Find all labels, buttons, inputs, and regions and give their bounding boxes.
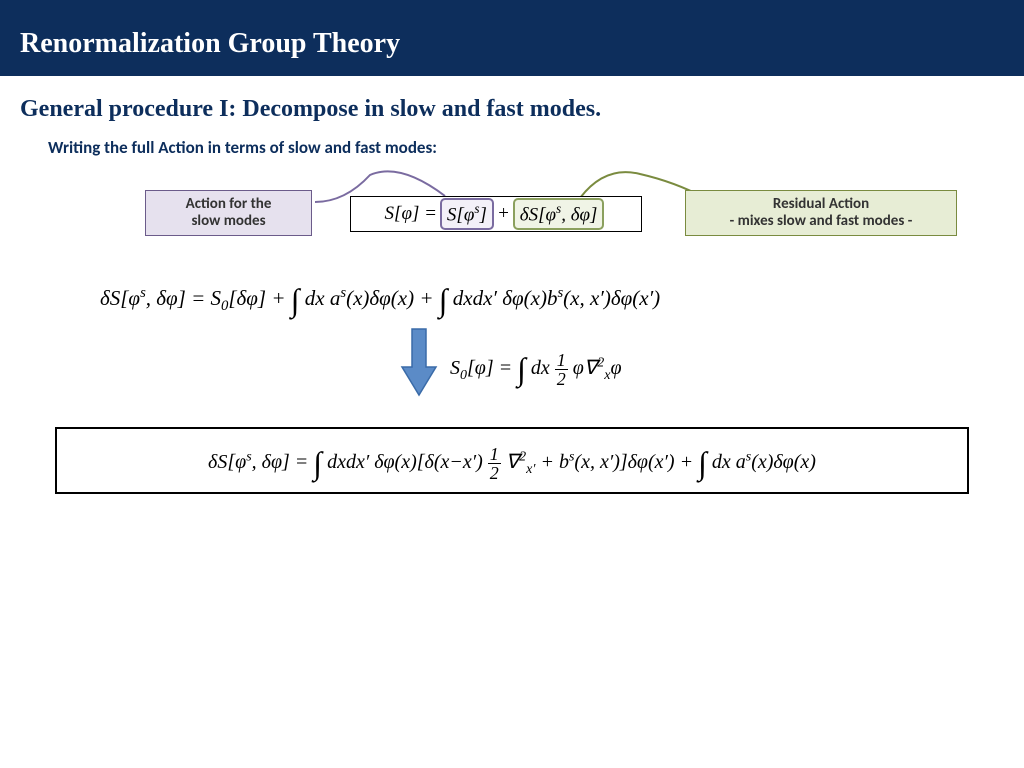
eq-lhs: S[φ] = xyxy=(385,203,437,225)
box-slow-action: Action for the slow modes xyxy=(145,190,312,236)
slide-title: Renormalization Group Theory xyxy=(20,28,400,59)
equation-expanded: δS[φs, δφ] = S0[δφ] + ∫ dx as(x)δφ(x) + … xyxy=(60,276,964,315)
equation-final-boxed: δS[φs, δφ] = ∫ dxdx′ δφ(x)[δ(x−x′) 12 ∇2… xyxy=(55,427,969,494)
slide-header: Renormalization Group Theory xyxy=(0,0,1024,76)
eq-residual-term: δS[φs, δφ] xyxy=(513,198,605,229)
eq-plus: + xyxy=(497,203,510,225)
box-residual-line1: Residual Action xyxy=(686,196,956,213)
box-slow-line2: slow modes xyxy=(146,213,311,230)
box-residual-action: Residual Action - mixes slow and fast mo… xyxy=(685,190,957,236)
eq-slow-term: S[φs] xyxy=(440,198,494,229)
equation-decomposition: S[φ] = S[φs] + δS[φs, δφ] xyxy=(350,196,642,232)
box-residual-line2: - mixes slow and fast modes - xyxy=(686,213,956,230)
equation-s0: S0[φ] = ∫ dx 12 φ∇2xφ xyxy=(450,345,622,388)
slide-subtitle: General procedure I: Decompose in slow a… xyxy=(0,76,1024,131)
box-slow-line1: Action for the xyxy=(146,196,311,213)
slide-description: Writing the full Action in terms of slow… xyxy=(0,131,1024,178)
arrow-down-icon xyxy=(400,327,438,397)
arrow-section: S0[φ] = ∫ dx 12 φ∇2xφ xyxy=(20,327,1004,412)
decomposition-diagram: Action for the slow modes S[φ] = S[φs] +… xyxy=(20,178,1004,248)
